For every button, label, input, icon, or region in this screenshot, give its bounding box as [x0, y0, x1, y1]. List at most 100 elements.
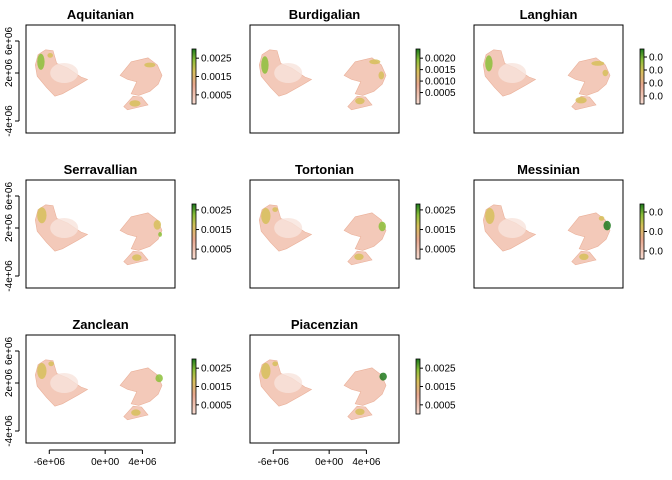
legend-tick-label: 0.0005 [425, 400, 456, 411]
legend-colorbar: 0.0025 0.0015 0.0005 [415, 358, 456, 415]
x-tick-label: 4e+06 [128, 457, 157, 468]
y-tick-label: 2e+06 [4, 369, 15, 398]
y-tick-label: 2e+06 [4, 59, 15, 88]
density-patch [129, 100, 141, 107]
density-patch [354, 253, 364, 260]
legend-bar [191, 48, 197, 105]
map-layer [482, 49, 611, 111]
y-tick-label: -4e+06 [4, 260, 15, 292]
x-axis: -6e+06 0e+00 4e+06 [258, 449, 381, 468]
landmass-east [343, 367, 387, 406]
legend-tick-label: 0.0005 [201, 245, 232, 256]
legend-bar [639, 48, 645, 105]
density-patch [37, 207, 47, 224]
density-patch [261, 363, 271, 379]
legend-tick-label: 0.0025 [201, 364, 232, 375]
interior-low-density [50, 63, 79, 83]
interior-low-density [50, 218, 79, 238]
y-axis: -4e+06 2e+06 6e+06 [4, 337, 20, 447]
panel-serravallian: Serravallian -4e+06 2e+06 6e+06 0.0025 0.0015… [4, 162, 232, 292]
panel-title: Messinian [517, 162, 580, 177]
legend-colorbar: 0.0025 0.0015 0.0005 [191, 358, 232, 415]
panel-title: Aquitanian [67, 7, 134, 22]
legend-tick-label: 0.0005 [201, 90, 232, 101]
landmass-east [567, 57, 611, 96]
panel-zanclean: Zanclean -4e+06 2e+06 6e+06 -6e+06 0e+00 4e+06… [4, 317, 232, 468]
density-patch [132, 254, 142, 261]
landmass-east [343, 57, 387, 96]
density-patch [602, 69, 609, 77]
panel-title: Piacenzian [291, 317, 358, 332]
density-patch [598, 216, 605, 221]
map-layer [258, 204, 387, 266]
panel-aquitanian: Aquitanian-4e+062e+066e+060.00250.00150.… [4, 7, 232, 137]
legend-bar [191, 358, 197, 415]
x-tick-label: 4e+06 [352, 457, 381, 468]
density-patch [144, 62, 156, 68]
density-patch [579, 253, 589, 260]
legend-tick-label: 0.0 [649, 53, 663, 64]
legend-bar [415, 203, 421, 260]
legend-colorbar: 0.0025 0.0015 0.0005 [191, 48, 232, 105]
density-patch [379, 372, 387, 381]
legend-tick-label: 0.0005 [425, 245, 456, 256]
legend-colorbar: 0.0025 0.0015 0.0005 [415, 203, 456, 260]
legend-tick-label: 0.0005 [201, 400, 232, 411]
legend-tick-label: 0.0025 [201, 54, 232, 65]
density-patch [378, 71, 385, 80]
panel-title: Tortonian [295, 162, 354, 177]
density-patch [37, 53, 45, 70]
density-patch [47, 53, 54, 58]
density-patch [153, 220, 162, 230]
density-patch [575, 97, 587, 104]
legend-colorbar: 0.0025 0.0015 0.0005 [191, 203, 232, 260]
y-tick-label: 6e+06 [4, 182, 15, 211]
legend-bar [191, 203, 197, 260]
density-patch [485, 208, 495, 224]
legend-tick-label: 0.0015 [201, 225, 232, 236]
density-patch [355, 408, 365, 415]
y-tick-label: -4e+06 [4, 105, 15, 137]
density-patch [158, 232, 163, 237]
density-patch [261, 208, 271, 224]
interior-low-density [274, 218, 303, 238]
landmass-east [567, 212, 611, 251]
legend-tick-label: 0.0025 [425, 205, 456, 216]
interior-low-density [274, 373, 303, 393]
panel-title: Burdigalian [289, 7, 361, 22]
panel-title: Serravallian [64, 162, 138, 177]
density-patch [37, 363, 47, 379]
y-tick-label: 6e+06 [4, 337, 15, 366]
interior-low-density [274, 63, 303, 83]
legend-tick-label: 0.0025 [425, 364, 456, 375]
density-patch [131, 409, 141, 416]
x-axis: -6e+06 0e+00 4e+06 [34, 449, 157, 468]
legend-tick-label: 0.0025 [201, 205, 232, 216]
legend-bar [415, 358, 421, 415]
legend-colorbar: 0.0 0.0 0.0 0.0 [639, 48, 663, 105]
density-patch [355, 97, 365, 105]
legend-bar [415, 48, 421, 105]
panel-piacenzian: Piacenzian -6e+06 0e+00 4e+06 0.00250.00150.… [249, 317, 456, 468]
map-layer [34, 359, 163, 421]
density-patch [591, 61, 605, 66]
legend-tick-label: 0.0 [649, 92, 663, 103]
interior-low-density [50, 373, 79, 393]
density-patch [272, 207, 278, 213]
legend-tick-label: 0.0005 [425, 88, 456, 99]
map-layer [482, 204, 611, 266]
x-tick-label: -6e+06 [34, 457, 66, 468]
legend-tick-label: 0.0 [649, 247, 663, 258]
y-tick-label: -4e+06 [4, 415, 15, 447]
density-patch [485, 55, 493, 72]
y-axis: -4e+06 2e+06 6e+06 [4, 27, 20, 137]
x-tick-label: -6e+06 [258, 457, 290, 468]
density-patch [272, 361, 278, 367]
density-patch [48, 361, 54, 367]
panel-tortonian: Tortonian 0.0025 0.0015 0.0005 [249, 162, 456, 289]
map-layer [34, 49, 163, 111]
density-patch [155, 374, 163, 383]
legend-tick-label: 0.0 [649, 227, 663, 238]
